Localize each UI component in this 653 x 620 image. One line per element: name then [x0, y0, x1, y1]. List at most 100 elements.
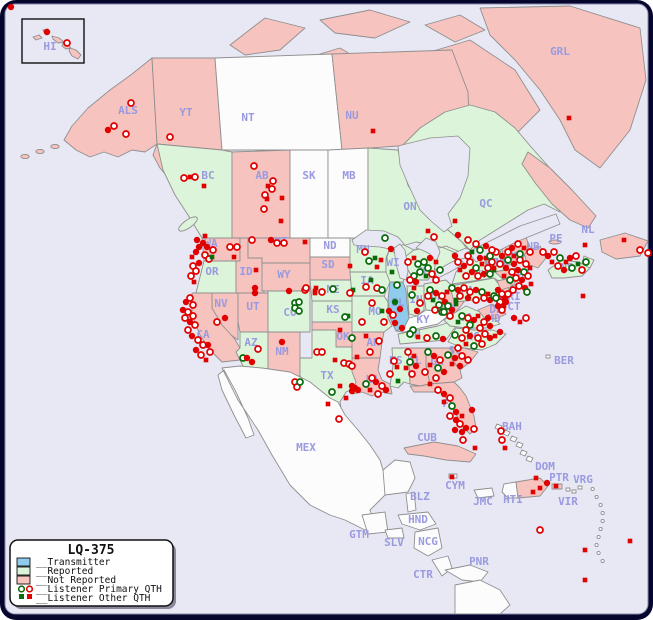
listener-other-qth-dot — [411, 285, 417, 291]
listener-primary-qth-dot — [424, 264, 432, 272]
listener-primary-qth-dot — [440, 308, 448, 316]
listener-primary-qth-dot — [456, 420, 464, 428]
listener-primary-qth-dot — [478, 288, 486, 296]
listener-primary-qth-dot — [466, 288, 474, 296]
region-label-vir: VIR — [558, 495, 578, 508]
listener-primary-qth-dot — [380, 318, 388, 326]
region-label-mo: MO — [368, 305, 382, 318]
listener-other-qth-dot — [374, 264, 380, 270]
listener-other-qth-dot — [191, 279, 197, 285]
listener-primary-qth-dot — [476, 254, 484, 262]
listener-primary-qth-dot — [536, 526, 544, 534]
listener-primary-qth-dot — [386, 370, 394, 378]
listener-primary-qth-dot — [568, 264, 576, 272]
listener-other-qth-dot — [189, 254, 195, 260]
listener-other-qth-dot — [427, 381, 433, 387]
listener-primary-qth-dot — [582, 258, 590, 266]
listener-primary-qth-dot — [193, 236, 201, 244]
legend-item-transmitter: __Transmitter — [16, 557, 111, 568]
region-label-pnr: PNR — [469, 555, 489, 568]
listener-other-qth-dot — [533, 475, 539, 481]
listener-primary-qth-dot — [295, 307, 303, 315]
region-belize — [405, 491, 417, 513]
listener-primary-qth-dot — [192, 267, 200, 275]
listener-primary-qth-dot — [459, 436, 467, 444]
listener-other-qth-dot — [433, 259, 439, 265]
region-label-nl: NL — [581, 223, 595, 236]
listener-primary-qth-dot — [206, 348, 214, 356]
listener-other-qth-dot — [472, 445, 478, 451]
region-label-cub: CUB — [417, 431, 437, 444]
region-label-ptr: PTR — [549, 471, 569, 484]
listener-other-qth-dot — [279, 195, 285, 201]
region-label-ky: KY — [416, 313, 430, 326]
listener-other-qth-dot — [444, 289, 450, 295]
listener-primary-qth-dot — [199, 239, 207, 247]
listener-primary-qth-dot — [390, 357, 398, 365]
region-label-or: OR — [205, 265, 219, 278]
listener-primary-qth-dot — [434, 386, 442, 394]
region-northwest-territories — [214, 53, 343, 151]
listener-primary-qth-dot — [509, 286, 517, 294]
region-label-ut: UT — [246, 300, 260, 313]
listener-other-qth-dot — [479, 261, 485, 267]
listener-primary-qth-dot — [191, 173, 199, 181]
listener-other-qth-dot — [502, 445, 508, 451]
listener-primary-qth-dot — [184, 308, 192, 316]
listener-primary-qth-dot — [348, 387, 356, 395]
listener-primary-qth-dot — [444, 302, 452, 310]
listener-primary-qth-dot — [454, 231, 462, 239]
listener-primary-qth-dot — [496, 260, 504, 268]
listener-primary-qth-dot — [451, 252, 459, 260]
listener-primary-qth-dot — [446, 312, 454, 320]
listener-primary-qth-dot — [226, 243, 234, 251]
region-haiti — [501, 481, 519, 499]
listener-primary-qth-dot — [250, 162, 258, 170]
listener-other-qth-dot — [537, 485, 543, 491]
listener-primary-qth-dot — [464, 294, 472, 302]
listener-primary-qth-dot — [468, 406, 476, 414]
listener-primary-qth-dot — [434, 364, 442, 372]
listener-primary-qth-dot — [209, 246, 217, 254]
listener-primary-qth-dot — [508, 268, 516, 276]
listener-primary-qth-dot — [482, 242, 490, 250]
listener-primary-qth-dot — [543, 479, 551, 487]
listener-primary-qth-dot — [385, 307, 393, 315]
region-label-qc: QC — [479, 197, 492, 210]
listener-primary-qth-dot — [432, 276, 440, 284]
listener-primary-qth-dot — [378, 286, 386, 294]
listener-primary-qth-dot — [213, 318, 221, 326]
listener-other-qth-dot — [403, 365, 409, 371]
listener-primary-qth-dot — [481, 330, 489, 338]
listener-primary-qth-dot — [462, 272, 470, 280]
listener-other-qth-dot — [449, 361, 455, 367]
listener-primary-qth-dot — [404, 258, 412, 266]
listener-primary-qth-dot — [430, 352, 438, 360]
listener-primary-qth-dot — [436, 356, 444, 364]
listener-primary-qth-dot — [416, 268, 424, 276]
legend-primary-qth-icon — [17, 585, 26, 593]
listener-primary-qth-dot — [63, 39, 71, 47]
region-bermuda — [545, 354, 551, 359]
region-label-tx: TX — [320, 369, 334, 382]
listener-primary-qth-dot — [460, 284, 468, 292]
region-label-blz: BLZ — [410, 490, 430, 503]
region-label-ct: CT — [507, 300, 521, 313]
listener-other-qth-dot — [231, 254, 237, 260]
listener-other-qth-dot — [475, 313, 481, 319]
listener-primary-qth-dot — [474, 272, 482, 280]
listener-primary-qth-dot — [550, 248, 558, 256]
listener-primary-qth-dot — [104, 126, 112, 134]
listener-primary-qth-dot — [372, 378, 380, 386]
listener-primary-qth-dot — [413, 307, 421, 315]
listener-primary-qth-dot — [203, 243, 211, 251]
listener-primary-qth-dot — [348, 362, 356, 370]
region-south-america — [454, 579, 511, 614]
listener-primary-qth-dot — [578, 266, 586, 274]
listener-primary-qth-dot — [251, 284, 259, 292]
region-label-vrg: VRG — [573, 473, 593, 486]
region-label-grl: GRL — [550, 45, 570, 58]
listener-other-qth-dot — [265, 183, 271, 189]
listener-primary-qth-dot — [522, 314, 530, 322]
